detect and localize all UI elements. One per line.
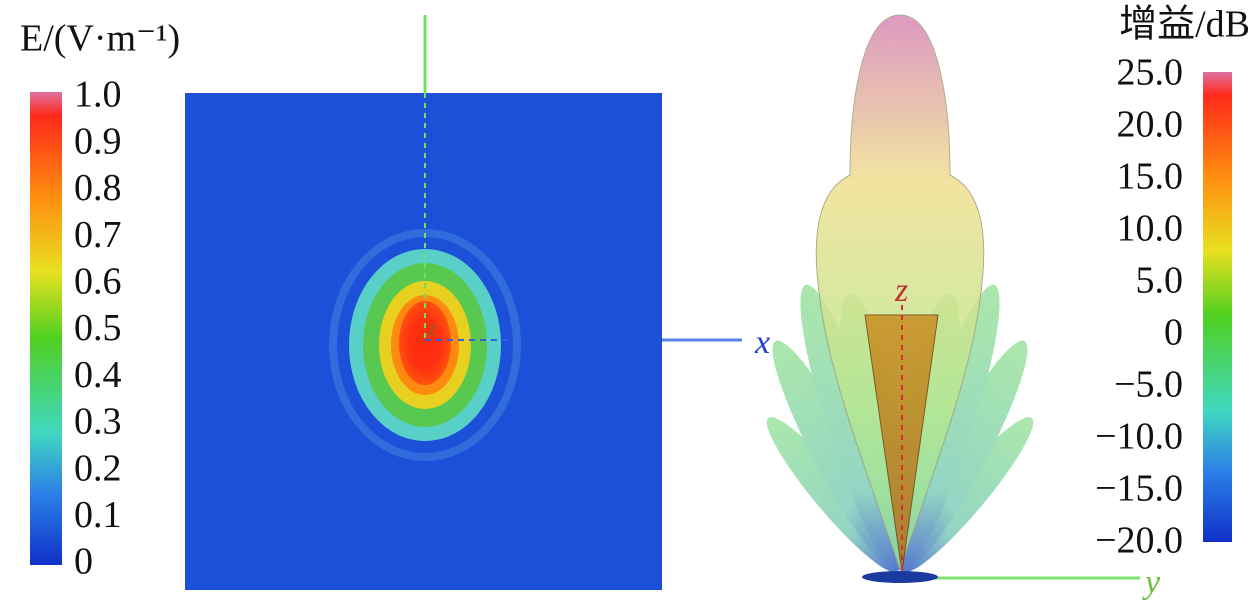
colorbar-tick-label: 15.0 [1117, 156, 1184, 198]
colorbar-tick-label: 10.0 [1117, 208, 1184, 250]
colorbar-tick-label: −5.0 [1114, 364, 1183, 406]
axis-label: x [754, 324, 770, 361]
colorbar-tick-label: −10.0 [1095, 416, 1183, 458]
colorbar-tick-label: 0.4 [74, 354, 122, 396]
hot-spot [399, 301, 451, 385]
colorbar-tick-label: 5.0 [1136, 260, 1184, 302]
colorbar-tick-label: 0.7 [74, 214, 122, 256]
colorbar-tick-label: 0.9 [74, 120, 122, 162]
colorbar-tick-label: 0.1 [74, 494, 122, 536]
colorbar-tick-label: 0.3 [74, 401, 122, 443]
colorbar-tick-label: 0.8 [74, 167, 122, 209]
colorbar-tick-label: −15.0 [1095, 468, 1183, 510]
colorbar-tick-label: 0.2 [74, 447, 122, 489]
colorbar-tick-label: 25.0 [1117, 52, 1184, 94]
colorbar-tick-label: 0.6 [74, 261, 122, 303]
colorbar-title: E/(V·m⁻¹) [20, 18, 180, 60]
colorbar-tick-label: 0 [74, 541, 93, 583]
colorbar-tick-label: 1.0 [74, 74, 122, 116]
colorbar-tick-label: −20.0 [1095, 520, 1183, 562]
colorbar [1203, 72, 1232, 542]
axis-label: z [427, 315, 437, 340]
colorbar-tick-label: 0 [1164, 312, 1183, 354]
colorbar-tick-label: 20.0 [1117, 104, 1184, 146]
axis-label: y [1142, 564, 1161, 601]
base [862, 571, 938, 583]
axis-label: z [894, 272, 908, 309]
colorbar-title: 增益/dB [1119, 4, 1250, 46]
colorbar [30, 92, 62, 565]
main-lobe [815, 14, 985, 572]
colorbar-tick-label: 0.5 [74, 307, 122, 349]
